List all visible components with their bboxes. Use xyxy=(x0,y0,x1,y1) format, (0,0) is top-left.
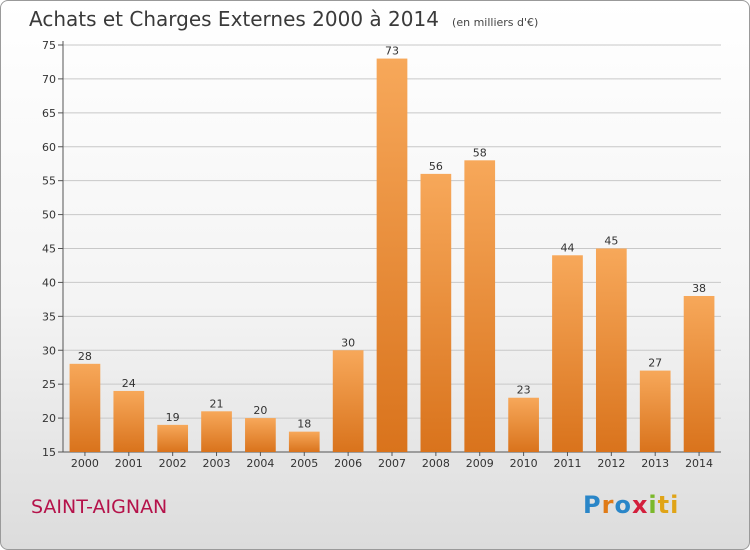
x-tick-label: 2000 xyxy=(71,457,99,470)
x-tick-label: 2002 xyxy=(159,457,187,470)
labels: 15 20 25 30 35 40 45 50 55 60 65 70 75 28 2000 24 2001 19… xyxy=(42,39,713,470)
chart-title: Achats et Charges Externes 2000 à 2014 xyxy=(29,7,439,31)
logo-letter: i xyxy=(648,491,658,519)
bar xyxy=(376,58,408,453)
value-label: 23 xyxy=(517,384,531,397)
bars xyxy=(69,58,715,453)
y-tick-label: 55 xyxy=(42,175,56,188)
x-tick-label: 2006 xyxy=(334,457,362,470)
logo-letter: o xyxy=(614,491,632,519)
x-tick-label: 2014 xyxy=(685,457,713,470)
value-label: 28 xyxy=(78,350,92,363)
y-tick-label: 40 xyxy=(42,276,56,289)
bar xyxy=(113,390,145,452)
x-tick-label: 2012 xyxy=(597,457,625,470)
bar xyxy=(552,255,583,452)
bar xyxy=(201,411,232,452)
y-tick-label: 60 xyxy=(42,141,56,154)
logo-letter: r xyxy=(601,491,615,519)
title-row: Achats et Charges Externes 2000 à 2014 (… xyxy=(29,7,538,31)
x-tick-label: 2013 xyxy=(641,457,669,470)
x-tick-label: 2009 xyxy=(466,457,494,470)
value-label: 18 xyxy=(297,418,311,431)
town-name: SAINT-AIGNAN xyxy=(31,496,168,518)
value-label: 73 xyxy=(385,45,399,58)
x-tick-label: 2004 xyxy=(246,457,274,470)
bar xyxy=(157,424,189,452)
y-tick-label: 45 xyxy=(42,243,56,256)
value-label: 20 xyxy=(253,404,267,417)
logo-letter: P xyxy=(583,491,602,519)
y-tick-label: 65 xyxy=(42,107,56,120)
x-tick-label: 2003 xyxy=(203,457,231,470)
proxiti-logo[interactable]: Proxiti xyxy=(583,491,679,519)
value-label: 24 xyxy=(122,377,136,390)
value-label: 38 xyxy=(692,282,706,295)
bar xyxy=(595,248,627,452)
y-tick-label: 35 xyxy=(42,310,56,323)
x-tick-label: 2005 xyxy=(290,457,318,470)
logo-letter: ti xyxy=(657,491,680,519)
value-label: 21 xyxy=(210,397,224,410)
bar xyxy=(639,370,671,452)
bar xyxy=(245,418,276,452)
x-tick-label: 2001 xyxy=(115,457,143,470)
x-tick-label: 2007 xyxy=(378,457,406,470)
y-tick-label: 30 xyxy=(42,344,56,357)
bar xyxy=(332,350,364,452)
y-tick-label: 20 xyxy=(42,412,56,425)
value-label: 30 xyxy=(341,336,355,349)
value-label: 56 xyxy=(429,160,443,173)
x-tick-label: 2011 xyxy=(553,457,581,470)
y-tick-label: 75 xyxy=(42,39,56,52)
value-label: 27 xyxy=(648,357,662,370)
bar xyxy=(288,431,320,452)
value-label: 44 xyxy=(560,241,574,254)
logo-letter: x xyxy=(631,491,649,519)
value-label: 58 xyxy=(473,146,487,159)
bar xyxy=(420,173,452,452)
bar xyxy=(69,363,101,452)
y-tick-label: 15 xyxy=(42,446,56,459)
chart-subtitle: (en milliers d'€) xyxy=(452,16,539,29)
bar xyxy=(464,160,496,453)
y-tick-label: 70 xyxy=(42,73,56,86)
bar xyxy=(508,397,539,452)
y-tick-label: 25 xyxy=(42,378,56,391)
x-tick-label: 2010 xyxy=(510,457,538,470)
y-tick-label: 50 xyxy=(42,209,56,222)
x-tick-label: 2008 xyxy=(422,457,450,470)
value-label: 19 xyxy=(166,411,180,424)
value-label: 45 xyxy=(604,235,618,248)
bar xyxy=(683,295,715,452)
